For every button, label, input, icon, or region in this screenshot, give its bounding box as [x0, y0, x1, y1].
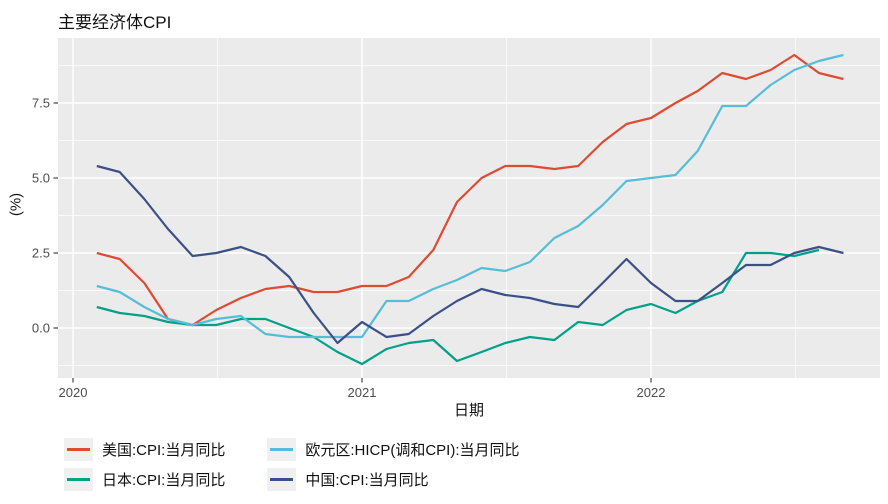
legend: 美国:CPI:当月同比 日本:CPI:当月同比 欧元区:HICP(调和CPI):当月…: [64, 437, 520, 492]
legend-label: 欧元区:HICP(调和CPI):当月同比: [305, 442, 520, 459]
legend-item: 中国:CPI:当月同比: [267, 467, 519, 492]
x-tick-label: 2022: [637, 385, 666, 400]
y-tick-label: 5.0: [32, 171, 50, 186]
legend-label: 日本:CPI:当月同比: [102, 472, 226, 489]
legend-key-swatch: [64, 438, 93, 461]
legend-key-swatch: [267, 468, 297, 491]
legend-key-line-icon: [67, 478, 90, 481]
x-tick-label: 2021: [348, 385, 377, 400]
legend-item: 美国:CPI:当月同比: [64, 437, 225, 462]
legend-key-line-icon: [270, 448, 294, 451]
chart-title: 主要经济体CPI: [58, 13, 172, 32]
legend-key-line-icon: [270, 478, 294, 481]
y-tick-label: 0.0: [32, 321, 50, 336]
y-tick-label: 2.5: [32, 246, 50, 261]
legend-item: 欧元区:HICP(调和CPI):当月同比: [267, 437, 520, 462]
legend-key-swatch: [267, 438, 297, 461]
series-line: [96, 164, 844, 345]
y-tick-label: 7.5: [32, 96, 50, 111]
legend-key-swatch: [64, 468, 93, 491]
panel-background: [58, 38, 880, 378]
series-line: [96, 53, 844, 339]
legend-item: 日本:CPI:当月同比: [64, 467, 225, 492]
x-axis-title: 日期: [453, 402, 484, 419]
legend-key-line-icon: [67, 448, 90, 451]
legend-label: 美国:CPI:当月同比: [102, 442, 226, 459]
series-line: [96, 53, 844, 327]
x-tick-label: 2020: [59, 385, 88, 400]
legend-label: 中国:CPI:当月同比: [305, 472, 429, 489]
plot-area: 2020 2021 2022 0.0 2.5 5.0 7.5: [32, 38, 880, 400]
